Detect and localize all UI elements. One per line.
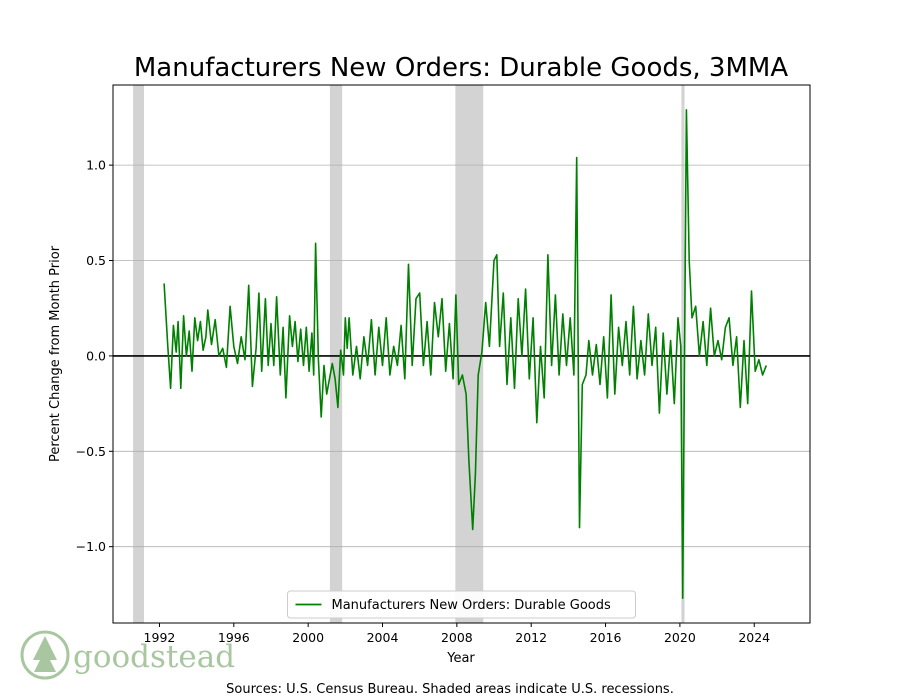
x-tick-label-1996: 1996 [218,630,250,645]
source-note: Sources: U.S. Census Bureau. Shaded area… [226,682,674,697]
plot-area: 1992 1996 2000 2004 2008 2012 2016 2020 2024 −1.0… [76,84,811,645]
y-tick-label-4: 1.0 [86,158,106,173]
x-tick-label-2012: 2012 [515,630,547,645]
recession-band-3 [455,85,484,623]
x-tick-label-2016: 2016 [590,630,622,645]
x-tick-label-2008: 2008 [441,630,473,645]
chart-title: Manufacturers New Orders: Durable Goods,… [134,53,788,83]
legend-label-1: Manufacturers New Orders: Durable Goods [332,598,611,613]
y-tick-label-3: 0.5 [86,253,106,268]
x-tick-label-2000: 2000 [292,630,324,645]
goodstead-logo: goodstead [20,630,235,680]
x-tick-label-2024: 2024 [738,630,770,645]
series-line-1 [163,109,768,599]
y-tick-label-0: −1.0 [76,539,106,554]
legend: Manufacturers New Orders: Durable Goods [287,590,636,619]
recession-band-1 [133,85,145,623]
recession-band-4 [681,85,685,623]
y-axis-label: Percent Change from Month Prior [48,245,63,462]
x-tick-label-1992: 1992 [144,630,176,645]
logo-text: goodstead [73,639,235,675]
x-axis-label: Year [446,651,475,666]
y-tick-label-2: 0.0 [86,348,106,363]
plot-frame [112,84,811,624]
recession-band-2 [329,85,343,623]
y-tick-label-1: −0.5 [76,444,106,459]
x-tick-label-2004: 2004 [367,630,399,645]
legend-box [287,590,636,619]
x-tick-label-2020: 2020 [664,630,696,645]
